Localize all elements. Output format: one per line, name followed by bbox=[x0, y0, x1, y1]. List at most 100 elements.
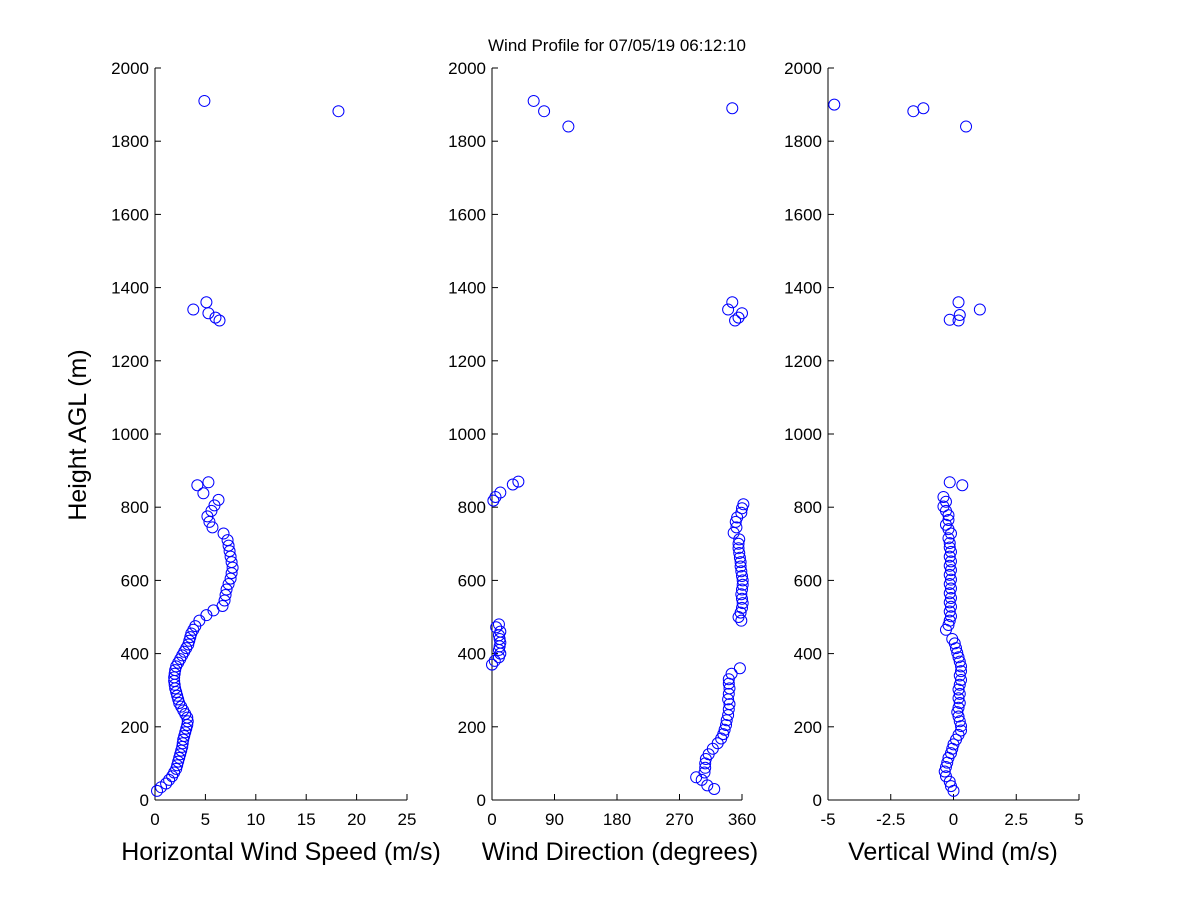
direction-data-point bbox=[734, 556, 747, 569]
vertical-data-point bbox=[944, 610, 957, 623]
vertical-data-point bbox=[944, 555, 957, 568]
vertical-data-point bbox=[943, 587, 956, 600]
speed-x-tick-label: 20 bbox=[347, 810, 366, 829]
speed-data-point bbox=[151, 784, 164, 797]
vertical-x-tick-label: 5 bbox=[1074, 810, 1083, 829]
direction-y-tick-label: 2000 bbox=[448, 59, 486, 78]
vertical-y-tick-label: 1400 bbox=[784, 279, 822, 298]
direction-x-axis-label: Wind Direction (degrees) bbox=[482, 838, 759, 866]
speed-data-point bbox=[198, 94, 211, 107]
direction-data-point bbox=[733, 551, 746, 564]
direction-y-tick-label: 1200 bbox=[448, 352, 486, 371]
vertical-data-point bbox=[943, 596, 956, 609]
direction-data-point bbox=[733, 662, 746, 675]
direction-data-point bbox=[494, 486, 507, 499]
speed-y-tick-label: 600 bbox=[121, 571, 149, 590]
speed-x-tick-label: 25 bbox=[398, 810, 417, 829]
vertical-data-point bbox=[953, 687, 966, 700]
direction-data-point bbox=[731, 511, 744, 524]
speed-data-point bbox=[160, 777, 173, 790]
direction-data-point bbox=[717, 728, 730, 741]
vertical-data-point bbox=[946, 632, 959, 645]
speed-x-tick-label: 0 bbox=[150, 810, 159, 829]
speed-y-tick-label: 200 bbox=[121, 718, 149, 737]
direction-data-point bbox=[734, 560, 747, 573]
speed-data-point bbox=[202, 476, 215, 489]
direction-y-tick-label: 1000 bbox=[448, 425, 486, 444]
speed-data-point bbox=[217, 527, 230, 540]
speed-x-tick-label: 10 bbox=[246, 810, 265, 829]
vertical-data-point bbox=[952, 710, 965, 723]
direction-data-point bbox=[735, 588, 748, 601]
direction-y-tick-label: 0 bbox=[477, 791, 486, 810]
direction-data-point bbox=[736, 578, 749, 591]
vertical-data-point bbox=[955, 673, 968, 686]
vertical-data-point bbox=[944, 573, 957, 586]
vertical-data-point bbox=[944, 582, 957, 595]
speed-data-point bbox=[191, 479, 204, 492]
direction-y-tick-label: 1400 bbox=[448, 279, 486, 298]
vertical-data-point bbox=[953, 669, 966, 682]
direction-data-point bbox=[722, 687, 735, 700]
vertical-data-point bbox=[973, 303, 986, 316]
vertical-data-point bbox=[944, 600, 957, 613]
vertical-data-point bbox=[939, 770, 952, 783]
vertical-data-point bbox=[944, 780, 957, 793]
speed-data-point bbox=[206, 521, 219, 534]
vertical-data-point bbox=[955, 660, 968, 673]
vertical-data-point bbox=[953, 715, 966, 728]
vertical-data-point bbox=[952, 314, 965, 327]
vertical-data-point bbox=[943, 537, 956, 550]
vertical-data-point bbox=[943, 578, 956, 591]
direction-data-point bbox=[723, 698, 736, 711]
vertical-data-point bbox=[943, 550, 956, 563]
direction-data-point bbox=[736, 570, 748, 583]
vertical-data-point bbox=[943, 568, 956, 581]
direction-data-point bbox=[723, 682, 736, 695]
vertical-data-point bbox=[955, 720, 968, 733]
speed-data-point bbox=[332, 105, 345, 118]
vertical-data-point bbox=[828, 98, 841, 111]
vertical-data-point bbox=[944, 564, 957, 577]
direction-data-point bbox=[729, 515, 742, 528]
speed-data-point bbox=[176, 737, 189, 750]
speed-panel: Horizontal Wind Speed (m/s) 020040060080… bbox=[111, 59, 441, 866]
vertical-data-point bbox=[943, 614, 956, 627]
direction-data-point bbox=[726, 102, 739, 115]
vertical-y-tick-label: 600 bbox=[794, 571, 822, 590]
vertical-x-axis-label: Vertical Wind (m/s) bbox=[848, 838, 1058, 866]
vertical-data-point bbox=[917, 102, 930, 115]
direction-data-point bbox=[538, 105, 551, 118]
direction-data-point bbox=[527, 94, 540, 107]
vertical-data-point bbox=[944, 545, 957, 558]
vertical-y-tick-label: 0 bbox=[813, 791, 822, 810]
direction-data-point bbox=[736, 597, 749, 610]
speed-data-point bbox=[212, 493, 225, 506]
speed-y-tick-label: 1800 bbox=[111, 132, 149, 151]
speed-y-tick-label: 1400 bbox=[111, 279, 149, 298]
vertical-x-tick-label: -2.5 bbox=[876, 810, 905, 829]
speed-data-point bbox=[209, 311, 222, 324]
speed-data-point bbox=[220, 583, 233, 596]
speed-data-point bbox=[202, 307, 215, 320]
direction-y-tick-label: 400 bbox=[458, 645, 486, 664]
vertical-y-tick-label: 200 bbox=[794, 718, 822, 737]
vertical-data-point bbox=[944, 591, 957, 604]
vertical-data-point bbox=[943, 313, 956, 326]
speed-x-tick-label: 5 bbox=[201, 810, 210, 829]
direction-data-point bbox=[722, 303, 735, 316]
vertical-data-point bbox=[953, 678, 966, 691]
vertical-data-point bbox=[953, 697, 966, 710]
direction-y-tick-label: 200 bbox=[458, 718, 486, 737]
direction-data-point bbox=[493, 632, 506, 645]
vertical-y-tick-label: 400 bbox=[794, 645, 822, 664]
vertical-data-point bbox=[937, 490, 950, 503]
direction-x-tick-label: 270 bbox=[665, 810, 693, 829]
direction-data-point bbox=[699, 761, 712, 774]
speed-y-tick-label: 2000 bbox=[111, 59, 149, 78]
direction-y-tick-label: 800 bbox=[458, 498, 486, 517]
vertical-data-point bbox=[943, 476, 956, 489]
speed-y-tick-label: 1600 bbox=[111, 205, 149, 224]
